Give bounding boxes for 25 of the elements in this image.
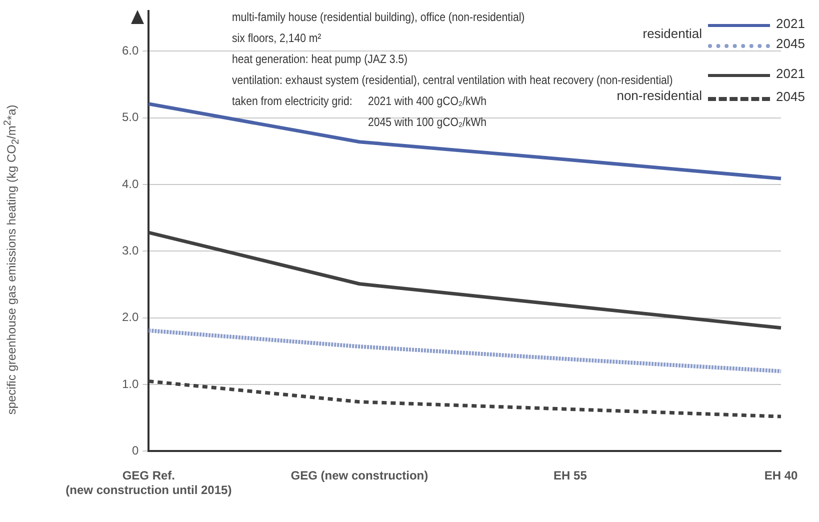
annotation: non-residential <box>616 88 702 103</box>
y-tick-label: 4.0 <box>122 176 139 191</box>
x-tick-label: EH 55 <box>554 468 588 483</box>
annotation: six floors, 2,140 m² <box>232 31 322 45</box>
y-tick-label: 2.0 <box>122 310 139 324</box>
y-tick-label: 1.0 <box>122 376 139 391</box>
legend-label: 2021 <box>776 66 805 81</box>
legend-label: 2021 <box>776 16 805 31</box>
annotation: residential <box>642 26 702 41</box>
x-tick-label: GEG Ref. (new construction until 2015) <box>66 468 232 498</box>
annotation: multi-family house (residential building), office (non-residential) <box>232 10 525 24</box>
line-series <box>146 328 783 374</box>
y-tick-label: 5.0 <box>122 110 139 124</box>
x-tick-label: EH 40 <box>764 468 798 483</box>
legend-label: 2045 <box>776 89 805 104</box>
annotation: 2021 with 400 gCO₂/kWh <box>368 94 487 108</box>
y-tick-label: 3.0 <box>122 244 139 258</box>
legend-label: 2045 <box>776 36 805 51</box>
annotation: taken from electricity grid: <box>232 94 352 108</box>
annotation: heat generation: heat pump (JAZ 3.5) <box>232 52 408 66</box>
y-tick-label: 6.0 <box>122 44 139 58</box>
y-tick-label: 0 <box>132 444 139 458</box>
annotation: 2045 with 100 gCO₂/kWh <box>368 115 487 129</box>
annotation: ventilation: exhaust system (residential), central ventilation with heat recovery (non-residential) <box>232 73 673 87</box>
x-tick-label: GEG (new construction) <box>290 468 428 483</box>
